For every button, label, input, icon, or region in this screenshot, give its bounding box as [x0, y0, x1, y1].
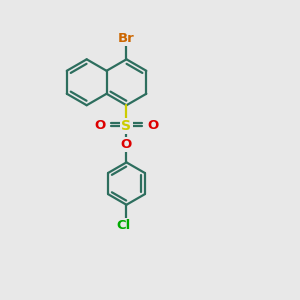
Text: O: O — [121, 138, 132, 151]
Text: S: S — [122, 119, 131, 133]
Text: O: O — [147, 119, 159, 132]
Text: Br: Br — [118, 32, 135, 45]
Text: Cl: Cl — [116, 220, 130, 232]
Text: O: O — [94, 119, 106, 132]
